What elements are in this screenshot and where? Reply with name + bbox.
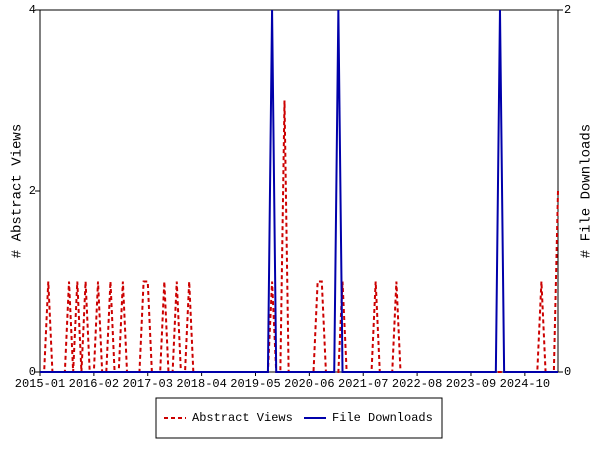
x-tick-label: 2016-02 xyxy=(69,377,119,391)
legend-label: Abstract Views xyxy=(192,411,293,425)
y2-tick-label: 2 xyxy=(564,3,571,17)
legend-box xyxy=(155,397,443,439)
x-tick-label: 2015-01 xyxy=(15,377,65,391)
series-line xyxy=(40,100,559,373)
plot-frame xyxy=(39,9,559,373)
y2-tick-label: 0 xyxy=(564,365,571,379)
x-tick-label: 2018-04 xyxy=(176,377,226,391)
y-tick-label: 2 xyxy=(29,184,36,198)
x-tick-label: 2024-10 xyxy=(500,377,550,391)
legend-label: File Downloads xyxy=(332,411,433,425)
x-tick-label: 2023-09 xyxy=(446,377,496,391)
x-tick-label: 2017-03 xyxy=(123,377,173,391)
y-tick-label: 0 xyxy=(29,365,36,379)
y-axis-label: # Abstract Views xyxy=(10,124,26,258)
y-tick-label: 4 xyxy=(29,3,36,17)
x-tick-label: 2020-06 xyxy=(284,377,334,391)
series-line xyxy=(40,9,558,373)
x-tick-label: 2022-08 xyxy=(392,377,442,391)
y2-axis-label: # File Downloads xyxy=(579,124,595,258)
x-tick-label: 2019-05 xyxy=(230,377,280,391)
x-tick-label: 2021-07 xyxy=(338,377,388,391)
